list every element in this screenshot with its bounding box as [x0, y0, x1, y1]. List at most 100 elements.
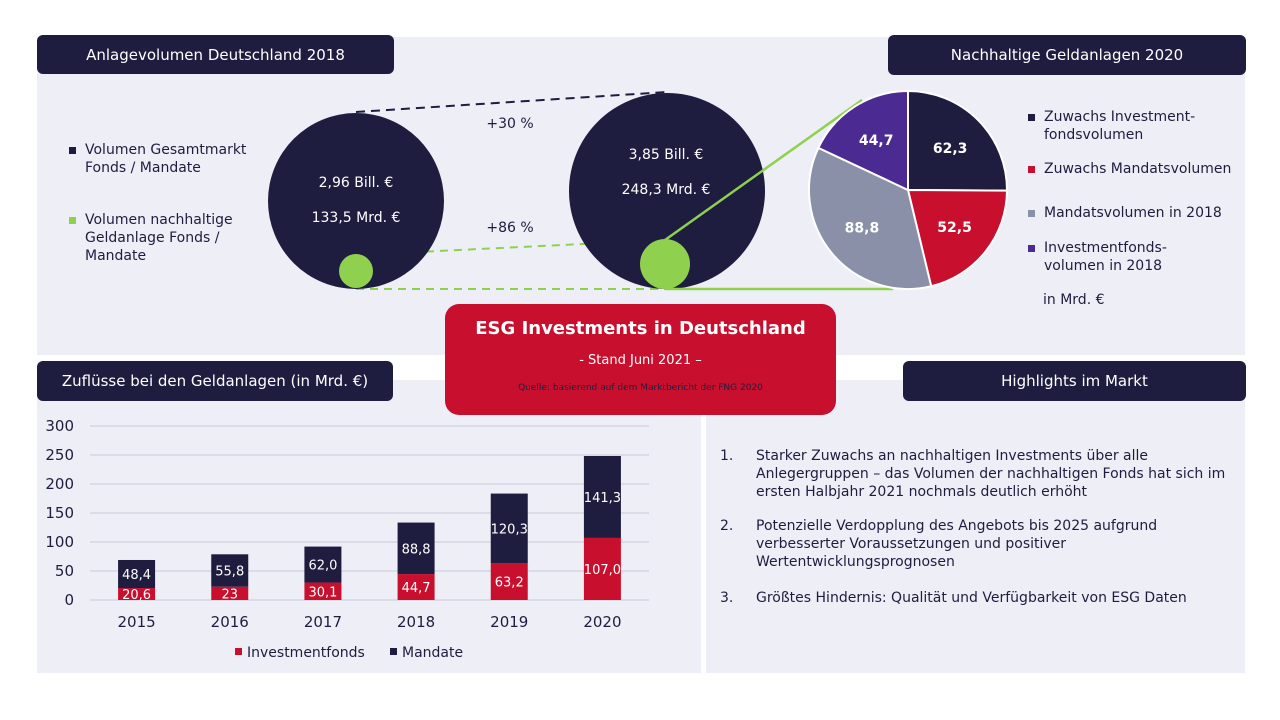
header-zufluesse: Zuflüsse bei den Geldanlagen (in Mrd. €): [37, 361, 393, 401]
bar-segment: [490, 563, 528, 600]
highlight-number: 2.: [720, 518, 734, 534]
pie-chart: 62,3 52,5 88,8 44,7: [808, 89, 1009, 290]
bar-value-label: 23: [221, 587, 238, 602]
volume-circles-graphic: 62,3 52,5 88,8 44,7: [268, 89, 1009, 291]
pie-slice-label: 44,7: [859, 133, 894, 149]
legend-swatch: [1028, 114, 1035, 121]
y-tick-label: 300: [45, 417, 74, 435]
bar-segment: [490, 493, 528, 564]
circle-2020-total-label: 3,85 Bill. €: [628, 147, 704, 163]
growth-total-label: +30 %: [486, 116, 534, 132]
legend-swatch: [235, 648, 242, 655]
source-note: Quelle: basierend auf dem Marktbericht d…: [518, 383, 763, 393]
y-tick-label: 150: [45, 504, 74, 522]
highlight-item-1: 1. Starker Zuwachs an nachhaltigen Inves…: [720, 447, 1236, 501]
y-tick-label: 250: [45, 446, 74, 464]
title-box: ESG Investments in Deutschland - Stand J…: [445, 304, 836, 415]
pie-slice: [907, 89, 1009, 192]
bar-segment: [397, 522, 435, 575]
bar-value-label: 107,0: [584, 563, 621, 578]
legend-swatch: [1028, 210, 1035, 217]
legend-swatch: [1028, 245, 1035, 252]
circle-2018-sustainable: [339, 254, 373, 288]
bar-value-label: 63,2: [495, 576, 524, 591]
highlight-number: 3.: [720, 590, 734, 606]
pie-slice-label: 88,8: [845, 221, 880, 237]
legend-label: Investmentfonds: [247, 645, 365, 661]
bar-value-label: 48,4: [122, 568, 151, 583]
pie-slice: [906, 188, 1009, 288]
bar-value-label: 120,3: [491, 522, 528, 537]
bar-segment: [211, 586, 249, 600]
legend-label: Zuwachs Investment-fondsvolumen: [1044, 109, 1196, 143]
inflows-bar-chart: 0 50 100 150 200 250 300 20,6 48,4 2015 23 55,8 201…: [45, 417, 649, 661]
highlight-number: 1.: [720, 448, 734, 464]
bar-segment: [583, 455, 621, 538]
highlight-text: Starker Zuwachs an nachhaltigen Investme…: [756, 448, 1226, 500]
page-title: ESG Investments in Deutschland: [475, 318, 806, 339]
legend-item-gesamtmarkt: Volumen Gesamtmarkt Fonds / Mandate: [69, 141, 254, 177]
legend-label: Mandate: [402, 645, 463, 661]
bar-value-label: 44,7: [402, 581, 431, 596]
y-tick-label: 0: [64, 591, 74, 609]
bar-segment: [304, 582, 342, 600]
circle-2018-sustainable-label: 133,5 Mrd. €: [311, 210, 401, 226]
header-highlights: Highlights im Markt: [903, 361, 1246, 401]
legend-label: Zuwachs Mandatsvolumen: [1044, 161, 1232, 177]
highlight-text: Größtes Hindernis: Qualität und Verfügba…: [756, 590, 1187, 606]
bar-value-label: 30,1: [308, 585, 337, 600]
pie-legend-item-4: Investmentfonds-volumen in 2018: [1028, 239, 1228, 275]
bar-segment: [118, 559, 156, 589]
pie-legend-item-2: Zuwachs Mandatsvolumen: [1028, 160, 1248, 178]
highlight-item-2: 2. Potenzielle Verdopplung des Angebots …: [720, 517, 1196, 571]
pie-slice: [817, 89, 909, 192]
pie-slice-label: 52,5: [937, 220, 972, 236]
y-tick-label: 50: [55, 562, 74, 580]
pie-slice: [808, 146, 933, 290]
x-tick-label: 2019: [490, 613, 528, 631]
legend-label: Investmentfonds-volumen in 2018: [1044, 240, 1167, 274]
circle-2020-sustainable: [640, 239, 690, 289]
bar-value-label: 20,6: [122, 588, 151, 603]
bar-value-label: 62,0: [308, 559, 337, 574]
highlight-text: Potenzielle Verdopplung des Angebots bis…: [756, 518, 1158, 570]
page-subtitle: - Stand Juni 2021 –: [579, 353, 702, 368]
x-tick-label: 2017: [304, 613, 342, 631]
highlight-item-3: 3. Größtes Hindernis: Qualität und Verfü…: [720, 589, 1236, 607]
legend-label: Mandatsvolumen in 2018: [1044, 205, 1222, 221]
legend-label: Volumen nachhaltige Geldanlage Fonds / M…: [85, 212, 233, 264]
legend-item-nachhaltig: Volumen nachhaltige Geldanlage Fonds / M…: [69, 211, 254, 265]
pie-unit-label: in Mrd. €: [1043, 292, 1105, 308]
legend-label: Volumen Gesamtmarkt Fonds / Mandate: [85, 142, 247, 176]
circle-2018-total-label: 2,96 Bill. €: [318, 175, 394, 191]
bar-segment: [211, 554, 249, 587]
zoom-line-top: [664, 98, 863, 242]
pie-legend-item-3: Mandatsvolumen in 2018: [1028, 204, 1243, 222]
header-anlagevolumen: Anlagevolumen Deutschland 2018: [37, 35, 394, 74]
header-nachhaltige-geldanlagen: Nachhaltige Geldanlagen 2020: [888, 35, 1246, 75]
legend-swatch: [390, 648, 397, 655]
pie-legend-item-1: Zuwachs Investment-fondsvolumen: [1028, 108, 1233, 144]
bar-value-label: 55,8: [215, 564, 244, 579]
bar-value-label: 141,3: [584, 491, 621, 506]
circle-2020-total: [569, 93, 765, 289]
y-tick-label: 200: [45, 475, 74, 493]
x-tick-label: 2020: [583, 613, 621, 631]
x-tick-label: 2018: [397, 613, 435, 631]
bottom-right-panel: [706, 380, 1245, 673]
bar-segment: [304, 546, 342, 583]
y-tick-label: 100: [45, 533, 74, 551]
bar-segment: [583, 537, 621, 600]
bar-value-label: 88,8: [402, 542, 431, 557]
legend-swatch: [69, 217, 76, 224]
legend-swatch: [1028, 166, 1035, 173]
circle-2018-total: [268, 113, 444, 289]
x-tick-label: 2016: [211, 613, 249, 631]
bar-segment: [397, 574, 435, 600]
legend-swatch: [69, 147, 76, 154]
circle-2020-sustainable-label: 248,3 Mrd. €: [621, 182, 711, 198]
x-tick-label: 2015: [117, 613, 155, 631]
pie-slice-label: 62,3: [933, 141, 968, 157]
connector-total: [355, 91, 668, 113]
growth-sustainable-label: +86 %: [486, 220, 534, 236]
